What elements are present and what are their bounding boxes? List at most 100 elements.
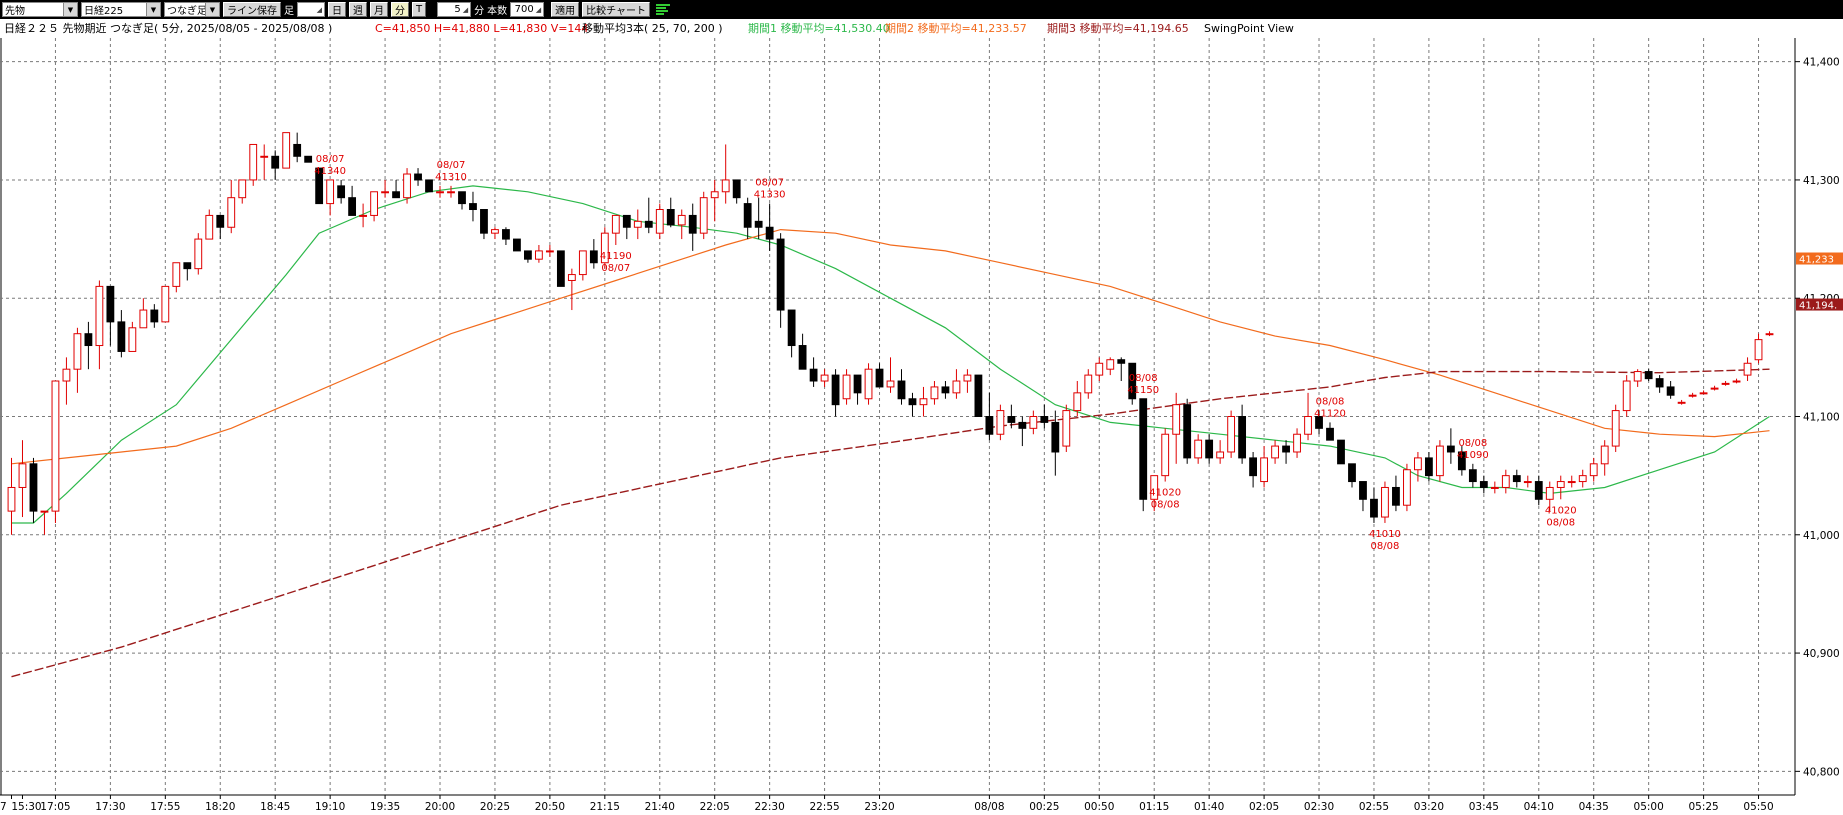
spinner-icon[interactable]: ◢: [462, 5, 469, 14]
candle-up: [1095, 362, 1104, 376]
candle-down: [117, 321, 126, 352]
indicator-bars-icon[interactable]: [656, 4, 671, 15]
candle-up: [1062, 410, 1071, 447]
candle-up: [1029, 416, 1038, 429]
chevron-down-icon[interactable]: ▼: [146, 3, 160, 16]
view-label: SwingPoint View: [1204, 22, 1294, 35]
candle-down: [1128, 362, 1137, 400]
x-tick-label: 05:00: [1634, 801, 1664, 813]
candle-up: [491, 229, 499, 234]
candle-down: [1479, 481, 1488, 488]
x-tick-label: 04:35: [1579, 801, 1609, 813]
tick-button[interactable]: T: [412, 2, 427, 17]
candle-down: [84, 333, 93, 347]
candle-up: [1754, 339, 1763, 361]
candle-down: [1040, 416, 1049, 423]
ma-label: 移動平均3本( 25, 70, 200 ): [582, 21, 723, 35]
ma-line-3: [11, 368, 1770, 678]
spinner-icon[interactable]: ◢: [316, 5, 322, 14]
candle-up: [1271, 445, 1279, 459]
x-tick-label: 01:40: [1194, 801, 1224, 813]
candle-up: [51, 380, 60, 512]
candle-down: [1666, 386, 1675, 396]
candle-up: [7, 486, 16, 512]
candlestick-chart[interactable]: 日経２２５ 先物期近 つなぎ足( 5分, 2025/08/05 - 2025/0…: [0, 19, 1843, 815]
candle-up: [1600, 445, 1609, 465]
candle-up: [40, 510, 49, 513]
candle-up: [567, 274, 576, 281]
candle-down: [337, 185, 346, 199]
candle-down: [480, 209, 488, 234]
week-button[interactable]: 週: [349, 2, 367, 17]
candle-down: [392, 191, 400, 199]
candle-down: [1446, 445, 1455, 453]
candle-down: [853, 374, 862, 394]
candle-up: [1699, 392, 1708, 395]
candle-down: [1644, 371, 1653, 380]
y-tick-label: 41,300: [1803, 175, 1840, 187]
candle-down: [688, 214, 697, 234]
x-tick-label: 17:30: [95, 801, 125, 813]
count-input[interactable]: 700 ◢: [510, 2, 545, 17]
candle-up: [1633, 371, 1642, 382]
chart-type-select[interactable]: つなぎ足 ▼: [164, 2, 220, 17]
month-button[interactable]: 月: [370, 2, 388, 17]
y-tick-label: 41,000: [1803, 530, 1840, 542]
chevron-down-icon[interactable]: ▼: [205, 3, 219, 16]
swing-low-date: 08/08: [1546, 517, 1575, 528]
candle-down: [524, 250, 532, 260]
candle-up: [62, 368, 71, 382]
y-tick-label: 40,800: [1803, 766, 1840, 778]
apply-button[interactable]: 適用: [551, 2, 580, 17]
chevron-down-icon[interactable]: ▼: [63, 3, 77, 16]
minute-button[interactable]: 分: [391, 2, 409, 17]
candle-up: [1578, 475, 1587, 483]
candle-up: [1216, 451, 1225, 459]
candle-down: [1468, 469, 1477, 483]
candle-down: [644, 220, 653, 228]
candle-down: [304, 155, 313, 163]
save-line-button[interactable]: ライン保存: [223, 2, 281, 17]
candle-up: [73, 333, 82, 370]
candle-up: [1403, 469, 1411, 506]
candle-down: [1282, 445, 1290, 453]
candles: [7, 132, 1774, 535]
spinner-icon[interactable]: ◢: [535, 5, 542, 14]
candle-down: [765, 226, 774, 240]
candle-up: [1589, 463, 1598, 477]
instrument-select[interactable]: 日経225 ▼: [81, 2, 161, 17]
market-select[interactable]: 先物 ▼: [2, 2, 78, 17]
candle-down: [1183, 404, 1192, 459]
ma-line-1: [11, 185, 1770, 524]
x-tick-label: 05:50: [1743, 801, 1773, 813]
interval-input[interactable]: 5 ◢: [437, 2, 472, 17]
swing-high-date: 08/07: [316, 154, 345, 165]
candle-down: [1359, 481, 1367, 500]
x-tick-label: 20:50: [535, 801, 565, 813]
chart-type-select-value: つなぎ足: [167, 6, 207, 17]
x-tick-label: 22:05: [700, 801, 730, 813]
candle-down: [798, 345, 807, 370]
x-tick-label: 02:55: [1359, 801, 1389, 813]
candle-down: [985, 416, 994, 435]
x-tick-label: 20:00: [425, 801, 455, 813]
candle-down: [754, 220, 763, 228]
ma2-readout: 期間2 移動平均=41,233.57: [885, 21, 1027, 35]
candle-up: [611, 214, 620, 234]
candle-up: [260, 155, 269, 158]
ma1-readout: 期間1 移動平均=41,530.40: [748, 21, 890, 35]
candle-up: [238, 179, 247, 199]
candle-up: [1227, 416, 1236, 453]
bar-count-input[interactable]: ◢: [297, 2, 325, 17]
candle-down: [150, 309, 159, 323]
candle-up: [1721, 382, 1730, 385]
ma3-readout: 期間3 移動平均=41,194.65: [1047, 21, 1189, 35]
candle-down: [1534, 481, 1543, 500]
candle-up: [359, 214, 368, 217]
candle-up: [1732, 380, 1741, 383]
swing-low-value: 41010: [1369, 529, 1401, 540]
candle-up: [721, 179, 730, 193]
compare-chart-button[interactable]: 比較チャート: [582, 2, 651, 17]
day-button[interactable]: 日: [328, 2, 346, 17]
candle-up: [227, 197, 236, 228]
